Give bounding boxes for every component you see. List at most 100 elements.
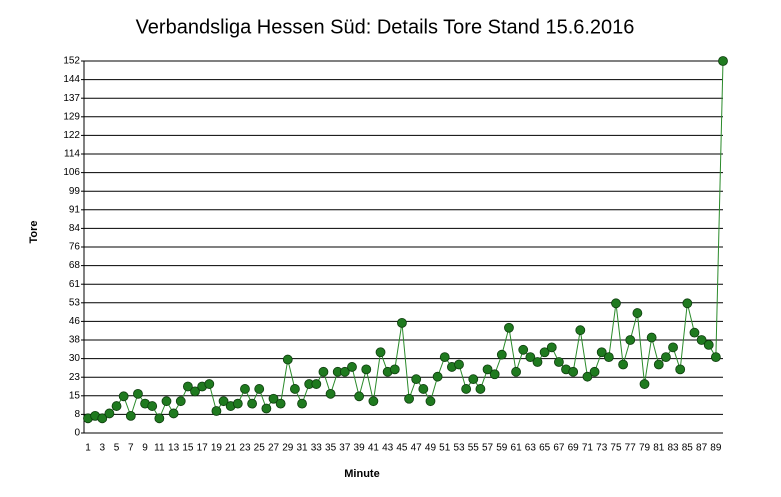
x-tick-label: 53 [453, 443, 465, 454]
data-point [439, 352, 450, 363]
data-point [525, 352, 536, 363]
data-point [104, 408, 115, 419]
data-point [618, 359, 629, 370]
x-tick-label: 47 [411, 443, 423, 454]
y-tick-label: 84 [69, 223, 81, 234]
x-tick-label: 19 [211, 443, 223, 454]
x-tick-label: 35 [325, 443, 337, 454]
data-point [111, 401, 122, 411]
data-point [268, 393, 279, 404]
data-point [168, 408, 179, 419]
y-tick-label: 144 [63, 74, 80, 85]
x-tick-label: 61 [511, 443, 523, 454]
data-point [489, 369, 500, 380]
x-tick-label: 71 [582, 443, 594, 454]
x-tick-label: 87 [696, 443, 708, 454]
data-point [311, 379, 322, 389]
x-tick-label: 29 [282, 443, 294, 454]
data-point [411, 374, 422, 385]
y-tick-label: 23 [69, 372, 81, 383]
data-point [675, 364, 686, 375]
data-point [639, 379, 650, 389]
data-point [418, 384, 429, 394]
x-tick-label: 27 [268, 443, 280, 454]
chart-title: Verbandsliga Hessen Süd: Details Tore St… [136, 16, 635, 38]
x-tick-label: 1 [85, 443, 91, 454]
y-tick-label: 106 [63, 167, 80, 178]
y-tick-label: 129 [63, 111, 80, 122]
x-tick-label: 3 [99, 443, 105, 454]
y-tick-label: 46 [69, 316, 81, 327]
x-tick-label: 55 [468, 443, 480, 454]
data-point [710, 352, 721, 363]
x-tick-label: 23 [239, 443, 251, 454]
y-tick-label: 38 [69, 335, 81, 346]
x-tick-label: 83 [667, 443, 679, 454]
data-point [218, 396, 229, 407]
x-tick-label: 17 [197, 443, 209, 454]
data-point [718, 56, 728, 66]
data-point [347, 362, 357, 372]
y-tick-label: 99 [69, 186, 81, 197]
data-point [211, 406, 222, 416]
x-tick-label: 49 [425, 443, 437, 454]
x-tick-label: 9 [142, 443, 148, 454]
data-point [496, 349, 507, 360]
data-point [696, 335, 707, 345]
data-point [339, 366, 350, 377]
data-point [297, 398, 307, 409]
y-tick-label: 122 [63, 130, 80, 141]
data-point [425, 396, 436, 407]
data-point [261, 403, 272, 414]
x-tick-label: 7 [128, 443, 134, 454]
data-point [582, 371, 593, 382]
y-tick-label: 61 [69, 279, 81, 290]
data-point [161, 396, 172, 407]
data-point [97, 413, 108, 424]
data-point [325, 388, 336, 399]
x-tick-label: 89 [710, 443, 722, 454]
data-point [668, 342, 678, 353]
y-axis-label: Tore [28, 220, 40, 243]
y-tick-label: 114 [64, 149, 80, 160]
data-point [368, 396, 379, 407]
y-tick-label: 152 [63, 56, 80, 67]
data-point [568, 366, 579, 377]
x-tick-label: 81 [653, 443, 665, 454]
y-tick-label: 8 [74, 409, 80, 420]
data-point [282, 354, 293, 365]
data-point [354, 391, 365, 402]
x-tick-label: 5 [114, 443, 120, 454]
data-point [482, 364, 493, 375]
data-point [703, 339, 714, 350]
y-tick-label: 76 [69, 242, 81, 253]
data-point [532, 357, 543, 367]
y-tick-label: 30 [69, 353, 81, 364]
data-point [518, 344, 529, 355]
y-tick-label: 15 [69, 390, 81, 401]
data-point [546, 342, 557, 353]
x-tick-label: 59 [496, 443, 508, 454]
data-point [361, 364, 372, 375]
x-tick-label: 37 [339, 443, 351, 454]
data-point [625, 335, 636, 345]
data-point [133, 388, 143, 399]
y-tick-label: 137 [63, 93, 80, 104]
x-tick-label: 33 [311, 443, 323, 454]
x-tick-label: 43 [382, 443, 394, 454]
data-point [603, 352, 614, 363]
x-tick-label: 11 [154, 443, 165, 454]
data-point [375, 347, 386, 358]
x-tick-label: 73 [596, 443, 608, 454]
x-tick-label: 13 [168, 443, 180, 454]
data-point [190, 386, 200, 397]
data-point [432, 371, 443, 382]
x-tick-label: 77 [625, 443, 637, 454]
data-point [247, 398, 258, 409]
data-point [290, 384, 300, 394]
data-point [653, 359, 664, 370]
data-point [646, 332, 657, 343]
x-axis-label: Minute [344, 468, 379, 480]
data-point [689, 327, 700, 338]
